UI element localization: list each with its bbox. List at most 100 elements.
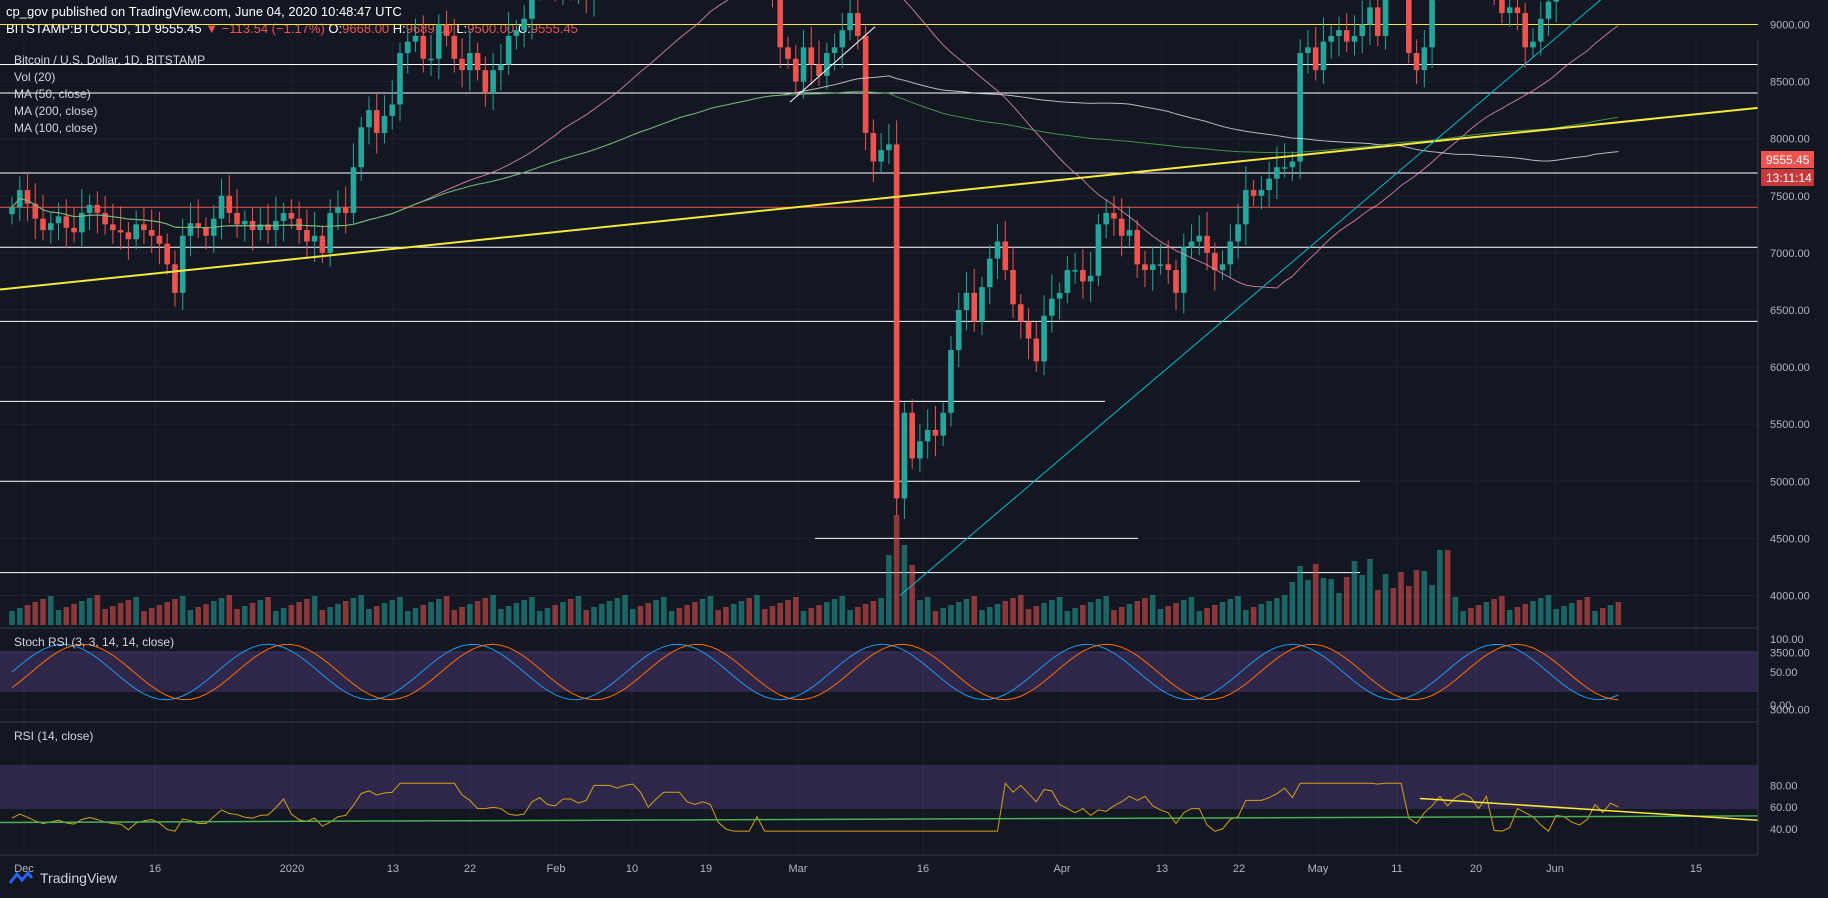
candle-body[interactable] [1149,264,1156,271]
candle-body[interactable] [971,292,978,322]
candle-body[interactable] [1204,235,1210,253]
candle-body[interactable] [1134,230,1140,265]
candle-body[interactable] [381,115,388,133]
candle-body[interactable] [824,53,830,76]
candle-body[interactable] [1506,7,1513,14]
candle-body[interactable] [1421,47,1428,71]
candle-body[interactable] [1297,53,1303,162]
trend-line[interactable] [899,0,1620,596]
candle-body[interactable] [86,204,93,213]
trend-lines[interactable] [0,0,1759,596]
candle-body[interactable] [924,429,931,442]
candle-body[interactable] [1514,7,1521,14]
candle-body[interactable] [1250,190,1257,196]
candle-body[interactable] [482,70,489,94]
candle-body[interactable] [1049,298,1055,316]
candle-body[interactable] [79,212,85,233]
candle-body[interactable] [467,53,473,71]
candle-body[interactable] [955,310,962,350]
candle-body[interactable] [296,218,302,231]
candle-body[interactable] [404,41,411,54]
candle-body[interactable] [288,212,295,219]
candle-body[interactable] [870,132,877,162]
candle-body[interactable] [979,287,985,322]
candle-body[interactable] [265,224,271,231]
candle-body[interactable] [917,441,923,459]
candle-body[interactable] [1289,161,1296,168]
candle-body[interactable] [878,150,884,162]
candle-body[interactable] [428,58,434,61]
candle-body[interactable] [831,47,838,54]
candle-body[interactable] [1064,270,1071,293]
candle-body[interactable] [1537,18,1544,42]
candle-body[interactable] [9,207,15,215]
candle-body[interactable] [1382,0,1389,36]
candle-body[interactable] [1499,0,1505,14]
trend-line[interactable] [0,106,1759,291]
candle-body[interactable] [40,218,46,231]
candle-body[interactable] [187,223,194,236]
candle-body[interactable] [443,24,450,36]
candle-body[interactable] [195,223,202,228]
candle-body[interactable] [164,243,170,265]
candle-body[interactable] [179,235,186,293]
candle-body[interactable] [1281,167,1288,169]
candle-body[interactable] [389,104,396,116]
candle-body[interactable] [319,235,326,253]
candle-body[interactable] [117,230,124,233]
candle-body[interactable] [1312,47,1319,71]
candle-body[interactable] [1336,30,1342,36]
candle-body[interactable] [218,195,225,219]
candle-body[interactable] [1530,41,1536,48]
candle-body[interactable] [1235,224,1241,242]
candle-body[interactable] [203,227,209,236]
candle-body[interactable] [986,258,993,288]
candle-body[interactable] [280,212,287,221]
candle-body[interactable] [909,412,915,459]
candle-body[interactable] [777,0,784,48]
candle-body[interactable] [521,18,527,31]
candle-body[interactable] [1351,35,1358,42]
candle-body[interactable] [172,264,178,293]
candle-body[interactable] [490,70,496,94]
candle-body[interactable] [350,167,357,213]
candle-body[interactable] [1328,35,1334,42]
candle-body[interactable] [234,212,240,225]
candle-body[interactable] [948,349,954,413]
candle-body[interactable] [226,195,233,213]
price-axis[interactable]: 3000.00 3500.00 4000.00 4500.00 5000.00 5500.… [1757,0,1828,855]
candle-body[interactable] [1180,247,1187,293]
candle-body[interactable] [1545,1,1552,19]
legend-ma100[interactable]: MA (100, close) [14,121,97,135]
candle-body[interactable] [792,58,799,82]
candle-body[interactable] [412,35,419,42]
candle-body[interactable] [1056,292,1063,299]
candle-body[interactable] [1142,264,1148,271]
candle-body[interactable] [420,35,427,59]
candle-body[interactable] [24,190,31,204]
candle-body[interactable] [1258,190,1265,196]
candle-body[interactable] [1274,167,1280,179]
legend-ma50[interactable]: MA (50, close) [14,87,91,101]
candle-body[interactable] [55,216,62,224]
candle-body[interactable] [1157,264,1164,266]
candle-body[interactable] [1118,218,1125,236]
legend-ma200[interactable]: MA (200, close) [14,104,97,118]
candle-body[interactable] [839,30,846,48]
candle-body[interactable] [242,220,248,225]
candle-body[interactable] [311,235,318,242]
candles[interactable] [9,0,1621,519]
candle-body[interactable] [505,35,512,65]
rsi-label[interactable]: RSI (14, close) [14,729,93,743]
legend-vol[interactable]: Vol (20) [14,70,55,84]
candle-body[interactable] [1002,241,1009,271]
candle-body[interactable] [1010,270,1016,305]
candle-body[interactable] [847,13,853,31]
candle-body[interactable] [335,207,341,213]
candle-body[interactable] [1095,224,1102,276]
candle-body[interactable] [1126,230,1133,236]
trend-line[interactable] [789,26,876,103]
candle-body[interactable] [327,212,333,253]
candle-body[interactable] [1080,270,1086,282]
